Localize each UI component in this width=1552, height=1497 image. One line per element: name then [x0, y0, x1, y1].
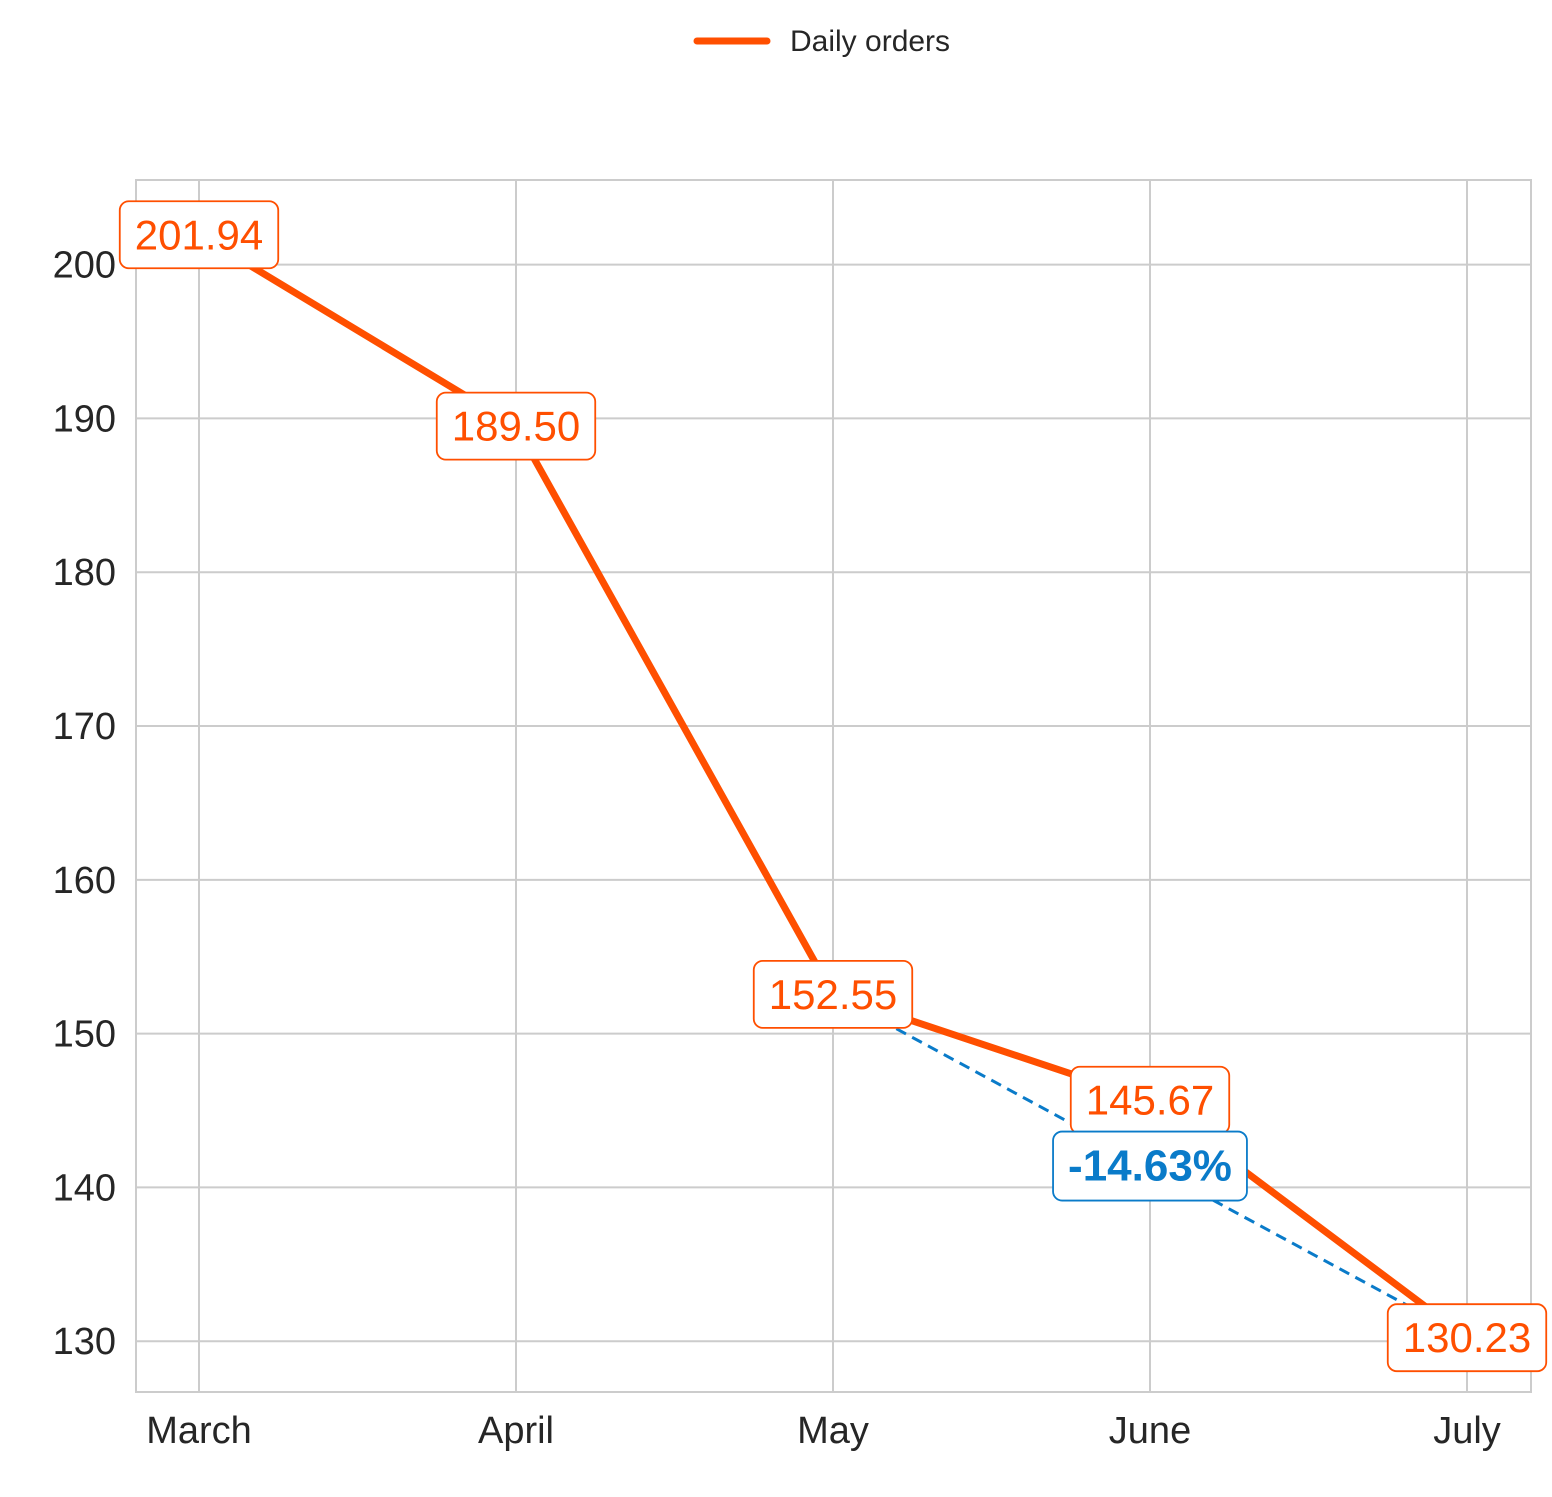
data-label-text: 130.23 [1403, 1314, 1531, 1361]
y-tick-label: 140 [53, 1167, 116, 1209]
data-label-text: 201.94 [135, 211, 263, 258]
plot-frame [135, 179, 1532, 1393]
data-label: 201.94 [118, 200, 280, 270]
data-label: 152.55 [752, 960, 914, 1029]
y-tick-label: 180 [53, 552, 116, 594]
y-tick-label: 160 [53, 860, 116, 902]
data-label: 189.50 [435, 391, 597, 461]
x-tick-label: July [1433, 1410, 1501, 1452]
y-tick-label: 190 [53, 398, 116, 440]
x-axis-ticks: March April May June July [146, 1410, 1501, 1452]
change-percent-label: -14.63% [1052, 1130, 1248, 1202]
legend-label-daily-orders: Daily orders [790, 25, 950, 58]
data-label-text: 189.50 [452, 403, 580, 450]
grid [136, 180, 1531, 1392]
data-label-box [1386, 1303, 1548, 1373]
y-tick-label: 130 [53, 1321, 116, 1363]
legend: Daily orders [693, 25, 950, 58]
data-label-text: 152.55 [769, 971, 897, 1018]
data-label-box [752, 960, 914, 1029]
y-tick-label: 150 [53, 1014, 116, 1056]
x-tick-label: March [146, 1410, 252, 1452]
x-tick-label: May [797, 1410, 869, 1452]
change-percent-label-box [1052, 1130, 1248, 1202]
y-axis-ticks: 130 140 150 160 170 180 190 200 [53, 245, 116, 1364]
y-tick-label: 200 [53, 245, 116, 287]
x-tick-label: June [1109, 1410, 1191, 1452]
change-label-layer: -14.63% [1052, 1130, 1248, 1202]
data-label-box [435, 391, 597, 461]
data-label-box [118, 200, 280, 270]
data-label-text: 145.67 [1086, 1077, 1214, 1124]
data-label: 145.67 [1069, 1065, 1231, 1135]
data-labels: 201.94 189.50 152.55 145.67 130.23 [118, 200, 1548, 1373]
y-tick-label: 170 [53, 706, 116, 748]
change-percent-label-text: -14.63% [1068, 1142, 1232, 1191]
x-tick-label: April [478, 1410, 554, 1452]
data-label: 130.23 [1386, 1303, 1548, 1373]
